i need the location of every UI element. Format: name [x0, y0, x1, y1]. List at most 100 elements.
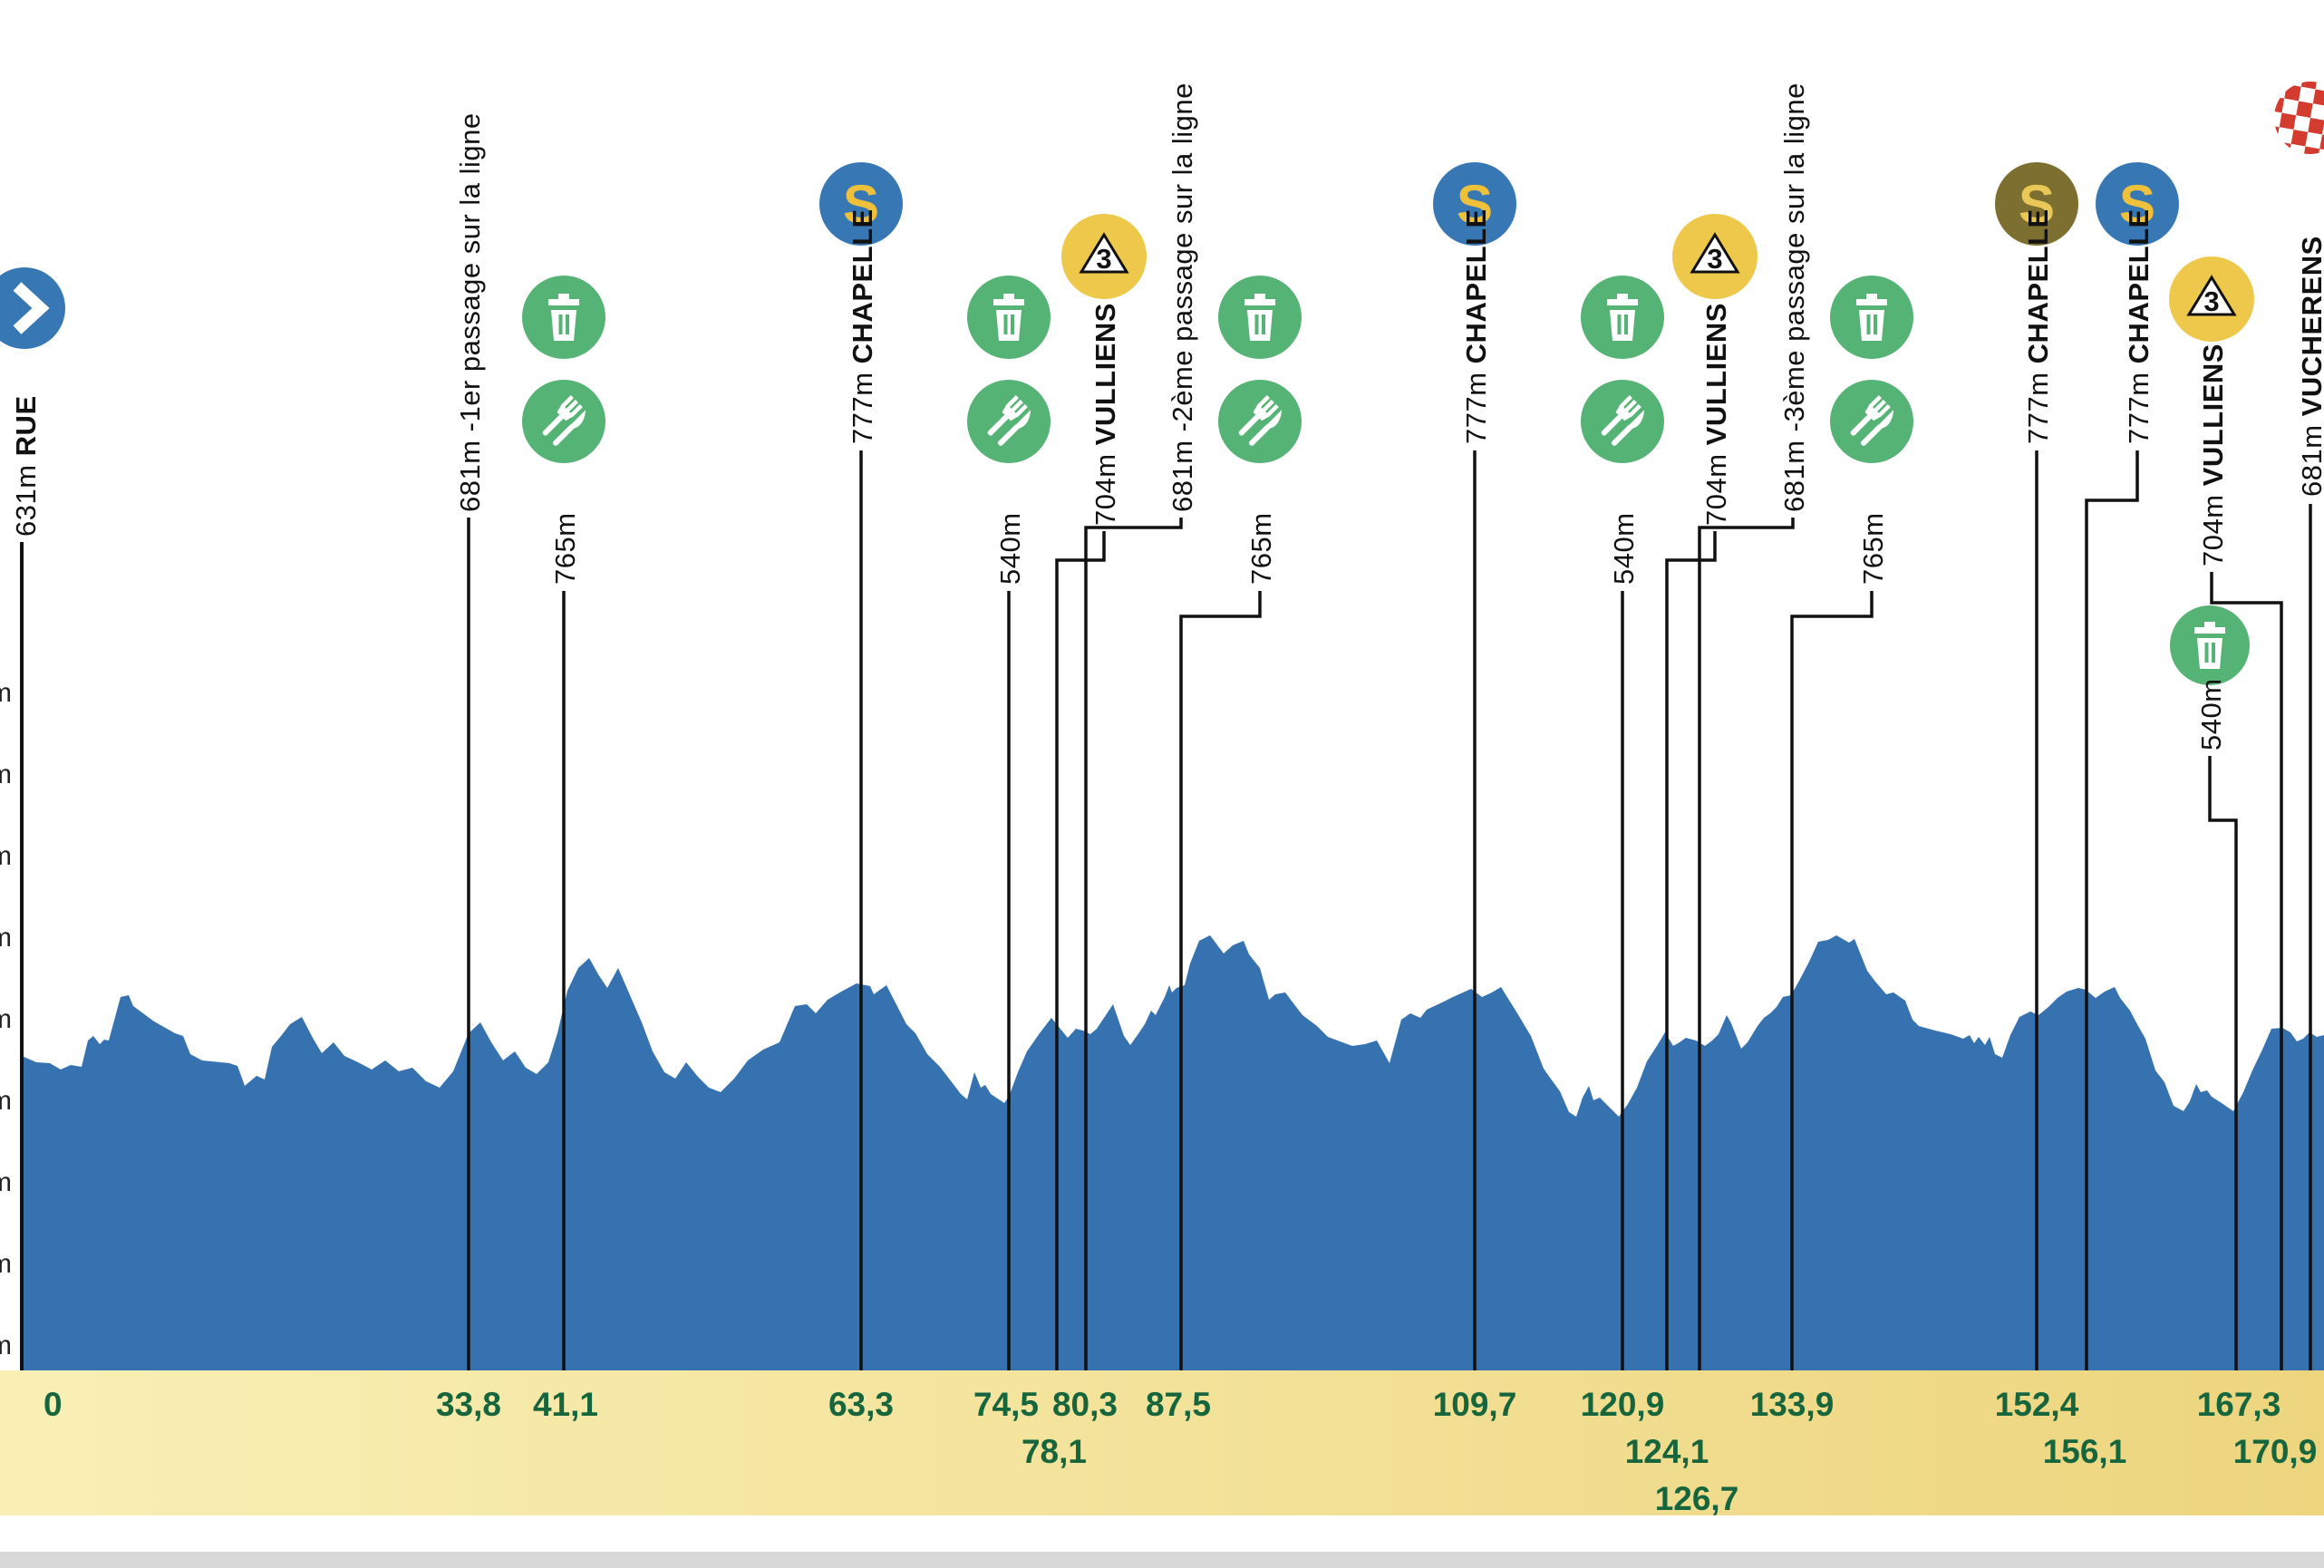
elevation-tick-fragment: m [0, 1004, 12, 1034]
climb-vulliens-3-place-name: VULLIENS [2197, 344, 2229, 486]
elevation-tick-fragment: m [0, 1086, 12, 1116]
flag-check-square [2310, 103, 2324, 121]
climb-vulliens-3-leader-line [2210, 572, 2283, 1370]
climb-vulliens-1-label: 704m VULLIENS [1089, 303, 1121, 526]
fork-tine [1256, 395, 1270, 409]
feed-circle [1830, 380, 1913, 463]
fork-knife-icon [1850, 395, 1894, 446]
fork-tine [1005, 395, 1019, 409]
flag-check-square [2302, 146, 2320, 160]
waste-zone-icon [1218, 276, 1302, 359]
elevation-tick-fragment: m [0, 1331, 12, 1360]
trash-icon [1003, 294, 1014, 299]
waste-167-label: 540m [2195, 678, 2227, 750]
knife-blade [1878, 410, 1894, 429]
feed-133-elevation-text: 765m [1857, 512, 1889, 585]
fork-tine [1877, 403, 1891, 418]
feed-circle [1581, 380, 1664, 463]
fork-tine [1014, 403, 1028, 418]
start-rue-label: 631m RUE [10, 395, 42, 537]
fork-head [1615, 403, 1632, 421]
sprint-letter: S [1457, 174, 1493, 235]
sprint-chapelle-2-elevation-text: 777m [1460, 363, 1492, 444]
feed-120-elevation-text: 540m [1608, 512, 1640, 585]
sprint-chapelle-3-distance-number: 152,4 [1995, 1386, 2079, 1423]
feed-41-distance-number: 41,1 [533, 1386, 598, 1423]
climb-vulliens-3-elevation-text: 704m [2197, 486, 2229, 566]
knife-handle [1248, 424, 1271, 446]
fork-head [557, 403, 574, 421]
flag-check-square [2270, 82, 2288, 99]
waste-zone-icon [967, 276, 1051, 359]
fork-tine [1261, 399, 1274, 413]
start-icon [0, 267, 65, 349]
trash-icon [1003, 315, 1008, 334]
sprint-chapelle-1-label: 777m CHAPELLE [847, 208, 878, 444]
trash-icon [1607, 299, 1638, 305]
start-chevron-icon [13, 282, 50, 334]
feed-120-distance-number: 120,9 [1581, 1386, 1665, 1423]
sprint-letter: S [2119, 174, 2155, 235]
fork-handle [542, 414, 565, 436]
feed-87-label: 765m [1245, 512, 1277, 585]
feed-87-distance-number: 87,5 [1146, 1386, 1211, 1423]
elevation-tick-fragment: m [0, 760, 12, 789]
waste-zone-icon [1830, 276, 1913, 359]
flag-check-square [2281, 98, 2300, 116]
feed-zone-icon [1830, 380, 1913, 463]
knife-blade [570, 410, 586, 429]
climb-vulliens-2-elevation-text: 704m [1700, 445, 1732, 526]
elevation-tick-fragment: m [0, 1249, 12, 1279]
feed-zone-icon [1581, 380, 1664, 463]
footer-strip [0, 1552, 2324, 1568]
flag-check-square [2315, 75, 2324, 92]
flag-check-square [2276, 127, 2294, 144]
feed-87-elevation-text: 765m [1245, 512, 1277, 585]
climb-cat3-icon: 3 [1061, 214, 1147, 299]
climb-triangle [1079, 232, 1129, 274]
trash-icon [548, 299, 579, 305]
trash-icon [1856, 299, 1887, 305]
climb-vulliens-2-distance-number: 124,1 [1625, 1433, 1709, 1470]
climb-vulliens-1-elevation-text: 704m [1089, 445, 1121, 526]
fork-handle [1850, 414, 1873, 436]
trash-icon [558, 315, 563, 334]
feed-120-label: 540m [1608, 512, 1640, 585]
fork-knife-icon [1601, 395, 1645, 446]
feed-133-distance-number: 133,9 [1750, 1386, 1835, 1423]
trash-icon [1859, 310, 1884, 341]
fork-tine [1265, 403, 1279, 418]
start-rue-place-name: RUE [10, 395, 42, 456]
fork-tine [1010, 399, 1023, 413]
knife-handle [1611, 424, 1633, 446]
feed-circle [1218, 380, 1302, 463]
fork-tine [560, 395, 574, 409]
flag-check-square [2272, 75, 2290, 84]
climb-vulliens-2-place-name: VULLIENS [1700, 303, 1732, 445]
fork-tine [1868, 395, 1882, 409]
fork-tine [1623, 399, 1637, 413]
fork-tine [1619, 395, 1632, 409]
sprint-chapelle-4-distance-number: 156,1 [2043, 1433, 2127, 1470]
knife-blade [1629, 410, 1645, 429]
climb-vulliens-1-place-name: VULLIENS [1089, 303, 1121, 445]
sprint-chapelle-3-place-name: CHAPELLE [2022, 208, 2054, 363]
flag-check-square [2300, 75, 2319, 90]
climb-cat3-icon: 3 [2169, 256, 2254, 342]
trash-icon [2194, 627, 2225, 634]
start-rue-elevation-text: 631m [10, 456, 42, 537]
sprint-letter: S [2019, 174, 2055, 235]
fork-tine [1628, 403, 1641, 418]
fork-handle [1238, 414, 1261, 436]
trash-icon [2197, 638, 2222, 669]
sprint-chapelle-1-place-name: CHAPELLE [847, 208, 878, 363]
feed-74-label: 540m [994, 512, 1026, 585]
waste-zone-icon [2170, 605, 2250, 685]
flag-check-square [2268, 124, 2280, 141]
feed-41-elevation-text: 765m [549, 512, 581, 585]
knife-handle [997, 424, 1020, 446]
feed-zone-icon [1218, 380, 1302, 463]
sprint-chapelle-2-distance-number: 109,7 [1433, 1386, 1517, 1423]
finish-flag-icon [2268, 75, 2324, 160]
trash-icon [1866, 294, 1877, 299]
